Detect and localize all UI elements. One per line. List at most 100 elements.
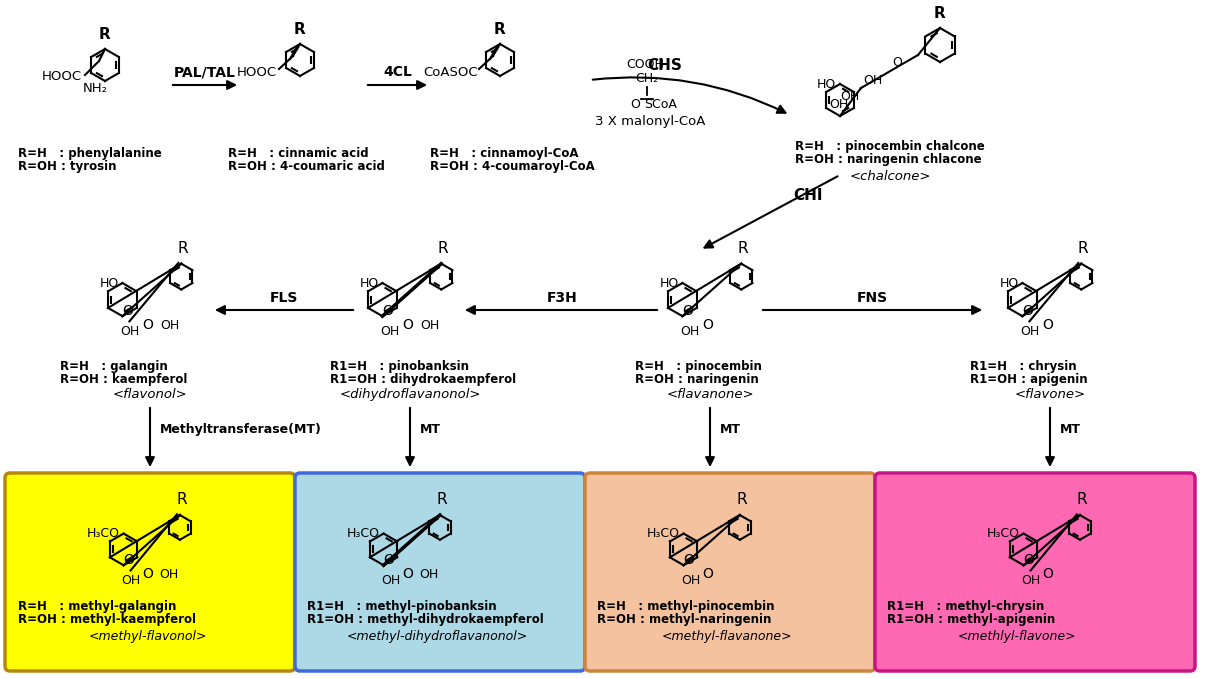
FancyBboxPatch shape [295, 473, 585, 671]
Text: 3 X malonyl-CoA: 3 X malonyl-CoA [595, 115, 705, 128]
Text: <methlyl-flavone>: <methlyl-flavone> [958, 630, 1076, 643]
Text: <chalcone>: <chalcone> [850, 170, 931, 183]
Text: O: O [702, 567, 713, 581]
Text: HO: HO [360, 276, 379, 289]
Text: MT: MT [1061, 423, 1081, 436]
Text: O: O [123, 553, 134, 567]
Text: R: R [494, 22, 506, 37]
Text: O: O [683, 304, 694, 318]
Text: OH: OH [863, 73, 883, 86]
Text: R=OH : kaempferol: R=OH : kaempferol [60, 373, 188, 386]
Text: NH₂: NH₂ [83, 83, 107, 96]
Text: PAL/TAL: PAL/TAL [174, 65, 236, 79]
Text: <dihydroflavanonol>: <dihydroflavanonol> [339, 388, 480, 401]
Text: R1=H   : pinobanksin: R1=H : pinobanksin [330, 360, 469, 373]
Text: R=OH : naringenin: R=OH : naringenin [635, 373, 758, 386]
FancyBboxPatch shape [585, 473, 875, 671]
Text: HO: HO [100, 276, 119, 289]
Text: <flavanone>: <flavanone> [667, 388, 753, 401]
Text: HOOC: HOOC [236, 67, 277, 79]
Text: <flavonol>: <flavonol> [112, 388, 188, 401]
Text: R=H   : pinocembin chalcone: R=H : pinocembin chalcone [795, 140, 985, 153]
Text: R=OH : tyrosin: R=OH : tyrosin [18, 160, 117, 173]
Text: R1=OH : methyl-dihydrokaempferol: R1=OH : methyl-dihydrokaempferol [307, 613, 544, 626]
Text: SCoA: SCoA [645, 98, 678, 111]
Text: O: O [702, 318, 713, 332]
Text: OH: OH [419, 568, 439, 581]
Text: R: R [737, 241, 748, 256]
Text: H₃CO: H₃CO [346, 527, 379, 540]
Text: CoASOC: CoASOC [424, 67, 478, 79]
Text: O: O [892, 56, 902, 69]
Text: FNS: FNS [857, 291, 887, 305]
Text: OH: OH [421, 319, 440, 332]
Text: O: O [1023, 304, 1034, 318]
Text: H₃CO: H₃CO [986, 527, 1019, 540]
Text: H₃CO: H₃CO [87, 527, 119, 540]
Text: R=H   : methyl-pinocembin: R=H : methyl-pinocembin [597, 600, 774, 613]
Text: COOH: COOH [627, 58, 664, 71]
Text: OH: OH [681, 574, 700, 587]
Text: OH: OH [160, 568, 179, 581]
Text: OH: OH [121, 325, 139, 338]
Text: O: O [141, 567, 152, 581]
Text: CHS: CHS [647, 58, 683, 73]
Text: CHI: CHI [794, 189, 823, 204]
Text: 4CL: 4CL [383, 65, 412, 79]
Text: O: O [402, 318, 413, 332]
Text: <flavone>: <flavone> [1014, 388, 1086, 401]
Text: O: O [383, 304, 394, 318]
Text: R: R [1076, 492, 1087, 507]
Text: OH: OH [121, 574, 140, 587]
Text: R=OH : 4-coumaric acid: R=OH : 4-coumaric acid [228, 160, 385, 173]
Text: HOOC: HOOC [41, 71, 82, 84]
Text: OH: OH [161, 319, 180, 332]
Text: O: O [1024, 553, 1034, 567]
Text: O: O [384, 553, 394, 567]
Text: OH: OH [380, 325, 400, 338]
Text: FLS: FLS [269, 291, 299, 305]
Text: R1=OH : methyl-apigenin: R1=OH : methyl-apigenin [887, 613, 1056, 626]
Text: MT: MT [720, 423, 741, 436]
Text: R: R [1078, 241, 1089, 256]
Text: R=OH : methyl-naringenin: R=OH : methyl-naringenin [597, 613, 772, 626]
Text: O: O [1042, 318, 1053, 332]
Text: O: O [684, 553, 695, 567]
Text: OH: OH [829, 98, 848, 111]
Text: OH: OH [840, 90, 859, 103]
Text: R=H   : methyl-galangin: R=H : methyl-galangin [18, 600, 177, 613]
Text: R=H   : phenylalanine: R=H : phenylalanine [18, 147, 162, 160]
Text: OH: OH [1020, 325, 1040, 338]
Text: Methyltransferase(MT): Methyltransferase(MT) [160, 423, 322, 436]
Text: R=H   : cinnamic acid: R=H : cinnamic acid [228, 147, 368, 160]
Text: R: R [99, 27, 111, 42]
FancyBboxPatch shape [875, 473, 1195, 671]
Text: OH: OH [1022, 574, 1040, 587]
Text: O: O [141, 318, 152, 332]
Text: OH: OH [382, 574, 400, 587]
Text: <methyl-flavanone>: <methyl-flavanone> [662, 630, 792, 643]
Text: R1=H   : methyl-pinobanksin: R1=H : methyl-pinobanksin [307, 600, 496, 613]
Text: HO: HO [1000, 276, 1019, 289]
Text: R: R [294, 22, 306, 37]
Text: R=OH : 4-coumaroyl-CoA: R=OH : 4-coumaroyl-CoA [430, 160, 595, 173]
Text: R=H   : pinocembin: R=H : pinocembin [635, 360, 762, 373]
Text: R: R [438, 241, 449, 256]
Text: R1=OH : apigenin: R1=OH : apigenin [970, 373, 1087, 386]
Text: HO: HO [661, 276, 679, 289]
Text: R: R [177, 492, 188, 507]
Text: CH₂: CH₂ [635, 73, 658, 86]
Text: R1=H   : methyl-chrysin: R1=H : methyl-chrysin [887, 600, 1045, 613]
Text: O: O [122, 304, 133, 318]
Text: HO: HO [817, 77, 836, 90]
Text: R1=OH : dihydrokaempferol: R1=OH : dihydrokaempferol [330, 373, 516, 386]
Text: O: O [1042, 567, 1053, 581]
Text: R1=H   : chrysin: R1=H : chrysin [970, 360, 1076, 373]
Text: F3H: F3H [546, 291, 578, 305]
Text: OH: OH [680, 325, 700, 338]
Text: H₃CO: H₃CO [646, 527, 680, 540]
Text: R=H   : galangin: R=H : galangin [60, 360, 168, 373]
Text: R: R [178, 241, 189, 256]
Text: R=OH : naringenin chlacone: R=OH : naringenin chlacone [795, 153, 981, 166]
Text: R=OH : methyl-kaempferol: R=OH : methyl-kaempferol [18, 613, 196, 626]
